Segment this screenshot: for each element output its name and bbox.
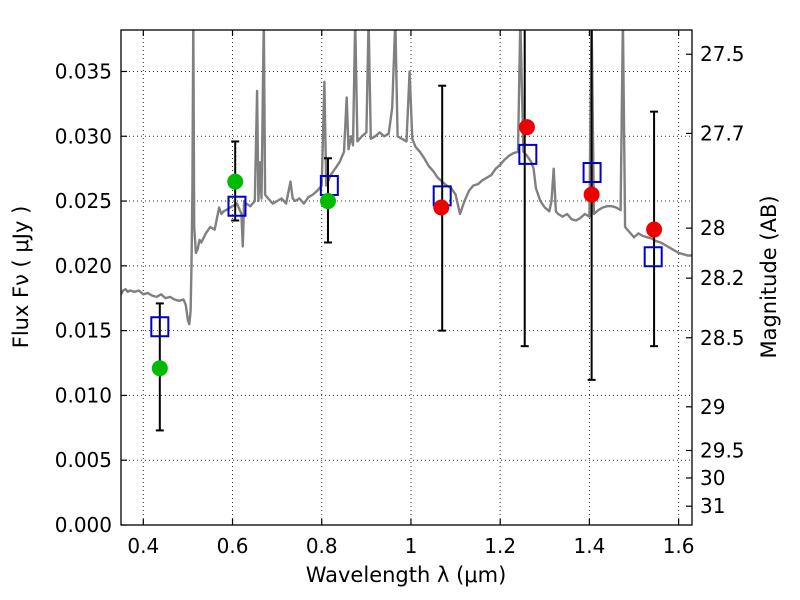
right-tick-label: 28 bbox=[700, 216, 725, 240]
observed-flux-point bbox=[319, 193, 336, 210]
right-tick-label: 31 bbox=[700, 494, 725, 518]
x-tick-label: 1 bbox=[405, 534, 418, 558]
model-photometry-square bbox=[227, 195, 247, 217]
y-tick-label: 0.010 bbox=[55, 383, 112, 407]
model-photometry-square bbox=[582, 162, 602, 184]
right-tick-label: 27.5 bbox=[700, 42, 745, 66]
model-photometry-square bbox=[518, 143, 538, 165]
tick-labels: 0.4 0.6 0.8 1 1.2 1.4 1.6 0.000 0.005 0.010 0.015 0… bbox=[55, 42, 745, 558]
y-tick-label: 0.000 bbox=[55, 513, 112, 537]
data-points-layer bbox=[150, 30, 663, 432]
right-tick-label: 30 bbox=[700, 466, 725, 490]
plot-frame bbox=[120, 29, 693, 526]
spectrum-line bbox=[121, 30, 692, 326]
x-tick-label: 1.4 bbox=[573, 534, 605, 558]
x-tick-label: 0.8 bbox=[306, 534, 338, 558]
y-tick-label: 0.025 bbox=[55, 189, 112, 213]
y-tick-label: 0.030 bbox=[55, 124, 112, 148]
y-tick-label: 0.005 bbox=[55, 448, 112, 472]
right-tick-label: 27.7 bbox=[700, 121, 745, 145]
observed-flux-point bbox=[433, 199, 450, 216]
right-tick-label: 28.2 bbox=[700, 266, 745, 290]
y-tick-label: 0.015 bbox=[55, 319, 112, 343]
grid-lines bbox=[121, 30, 692, 526]
x-axis-label: Wavelength λ (μm) bbox=[306, 563, 507, 587]
x-tick-label: 1.6 bbox=[663, 534, 695, 558]
observed-flux-point bbox=[518, 119, 535, 136]
observed-flux-point bbox=[151, 360, 168, 377]
right-tick-label: 28.5 bbox=[700, 326, 745, 350]
y-axis-label: Flux Fν ( μJy ) bbox=[9, 206, 33, 349]
observed-flux-point bbox=[227, 173, 244, 190]
axis-ticks bbox=[121, 30, 692, 526]
observed-flux-point bbox=[646, 221, 663, 238]
x-tick-label: 0.4 bbox=[127, 534, 159, 558]
y-tick-label: 0.035 bbox=[55, 59, 112, 83]
y-tick-label: 0.020 bbox=[55, 254, 112, 278]
model-photometry-square bbox=[150, 316, 170, 338]
right-tick-label: 29 bbox=[700, 395, 725, 419]
right-axis-label: Magnitude (AB) bbox=[757, 195, 781, 358]
x-tick-label: 1.2 bbox=[484, 534, 516, 558]
right-tick-label: 29.5 bbox=[700, 438, 745, 462]
x-tick-label: 0.6 bbox=[217, 534, 249, 558]
model-photometry-square bbox=[643, 246, 663, 268]
observed-flux-point bbox=[583, 186, 600, 203]
spectrum-layer bbox=[121, 30, 692, 326]
